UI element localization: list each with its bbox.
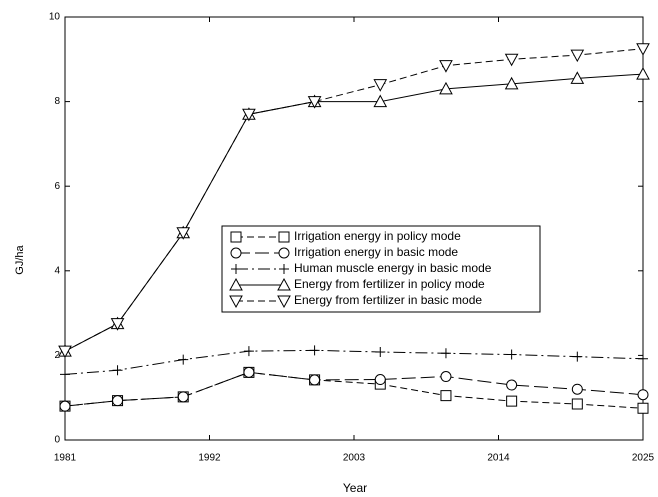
legend-label: Energy from fertilizer in basic mode xyxy=(294,293,482,307)
marker xyxy=(309,345,320,356)
legend-label: Irrigation energy in basic mode xyxy=(294,245,458,259)
marker xyxy=(636,67,650,80)
y-axis-label: GJ/ha xyxy=(14,244,26,274)
marker xyxy=(440,371,452,382)
marker xyxy=(506,379,518,391)
marker xyxy=(504,76,519,90)
marker xyxy=(230,247,242,259)
marker xyxy=(570,71,585,84)
legend: Irrigation energy in policy mode Irrigati… xyxy=(221,225,541,313)
y-tick-label: 2 xyxy=(54,350,60,361)
marker xyxy=(230,231,242,243)
y-tick-label: 8 xyxy=(54,96,60,107)
series-line xyxy=(64,48,644,352)
marker xyxy=(60,369,70,380)
marker xyxy=(110,318,125,331)
marker xyxy=(638,353,648,364)
marker xyxy=(637,389,649,401)
marker xyxy=(307,96,322,109)
marker xyxy=(277,295,291,309)
marker xyxy=(112,395,124,407)
legend-label: Energy from fertilizer in policy mode xyxy=(294,277,485,291)
marker xyxy=(58,345,72,359)
marker xyxy=(571,383,583,395)
legend-label: Irrigation energy in policy mode xyxy=(294,229,461,243)
marker xyxy=(439,81,453,95)
marker xyxy=(636,43,650,56)
x-tick-label: 2025 xyxy=(632,453,655,464)
marker xyxy=(374,374,386,385)
marker xyxy=(440,390,452,402)
marker xyxy=(279,264,289,274)
marker xyxy=(277,277,291,291)
marker xyxy=(504,53,519,67)
x-tick-label: 1992 xyxy=(198,453,221,464)
marker xyxy=(243,366,255,378)
marker xyxy=(572,351,583,362)
x-tick-label: 2003 xyxy=(343,453,366,464)
marker xyxy=(637,402,649,414)
x-axis-label: Year xyxy=(343,481,367,495)
marker xyxy=(375,347,386,358)
marker xyxy=(439,60,453,73)
y-tick-label: 10 xyxy=(49,12,61,23)
marker xyxy=(440,348,451,359)
marker xyxy=(506,349,517,360)
marker xyxy=(178,354,189,365)
x-tick-label: 1981 xyxy=(54,453,77,464)
marker xyxy=(59,400,71,412)
series-line xyxy=(64,371,644,409)
series-line xyxy=(64,349,644,375)
x-tick-label: 2014 xyxy=(487,453,510,464)
y-tick-label: 6 xyxy=(54,181,60,192)
marker xyxy=(570,49,585,63)
series-line xyxy=(64,371,644,407)
marker xyxy=(243,346,254,357)
marker xyxy=(373,79,388,92)
marker xyxy=(176,227,191,240)
marker xyxy=(177,391,189,403)
marker xyxy=(229,277,243,291)
marker xyxy=(278,247,290,259)
marker xyxy=(231,264,241,274)
marker xyxy=(309,374,321,386)
marker xyxy=(571,398,583,410)
marker xyxy=(373,94,388,108)
marker xyxy=(112,365,123,376)
y-tick-label: 4 xyxy=(54,265,60,276)
marker xyxy=(278,231,290,243)
marker xyxy=(506,395,518,407)
marker xyxy=(229,295,243,309)
y-tick-label: 0 xyxy=(54,435,60,446)
marker xyxy=(242,108,256,122)
legend-label: Human muscle energy in basic mode xyxy=(294,261,492,275)
